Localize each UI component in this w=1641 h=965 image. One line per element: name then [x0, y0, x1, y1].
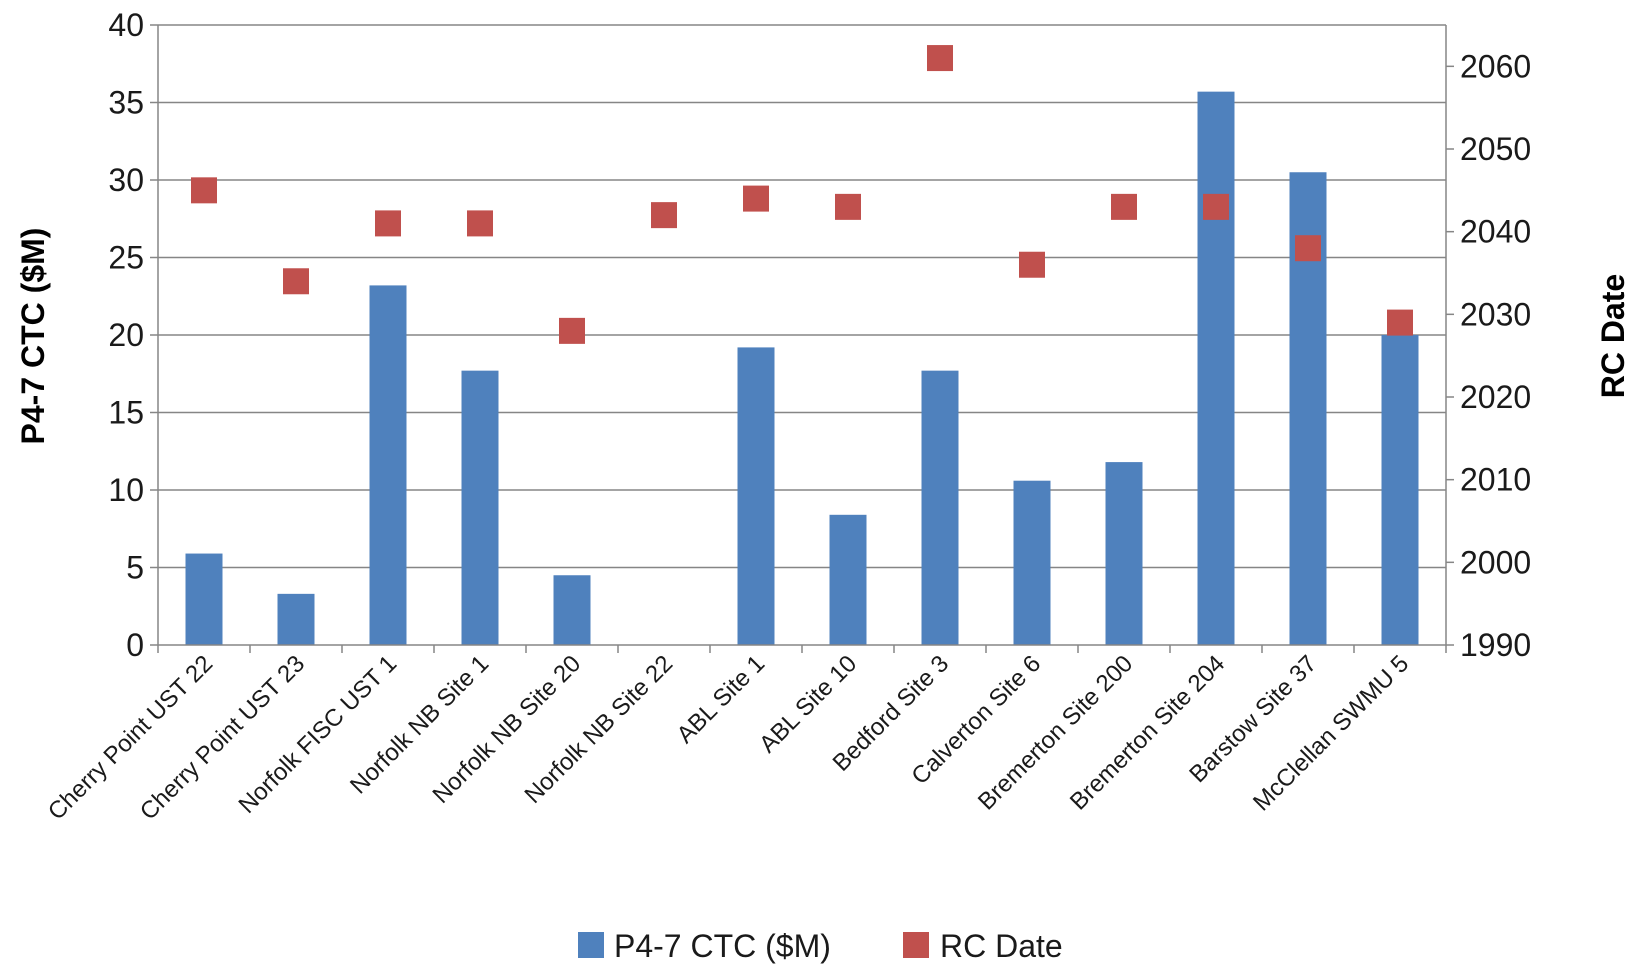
axes	[157, 25, 1447, 653]
left-tick-label: 30	[108, 162, 144, 198]
right-tick-label: 2060	[1460, 48, 1531, 84]
category-label: Cherry Point UST 22	[43, 650, 218, 825]
left-tick-label: 5	[126, 550, 144, 586]
bar	[1013, 480, 1051, 645]
right-tick-label: 2030	[1460, 296, 1531, 332]
point	[835, 193, 861, 220]
right-tick-label: 2010	[1460, 462, 1531, 498]
left-tick-label: 15	[108, 395, 144, 431]
point	[467, 210, 493, 237]
bar	[277, 593, 315, 645]
left-tick-label: 0	[126, 627, 144, 663]
point	[1019, 251, 1045, 278]
legend-label-rc-date: RC Date	[940, 928, 1063, 964]
category-label: Bremerton Site 200	[973, 650, 1138, 815]
bar	[369, 285, 407, 645]
point	[191, 177, 217, 204]
right-tick-label: 2040	[1460, 214, 1531, 250]
right-tick-label: 2050	[1460, 131, 1531, 167]
left-tick-label: 10	[108, 472, 144, 508]
point	[1203, 193, 1229, 220]
bar	[1381, 335, 1419, 645]
category-label: McClellan SWMU 5	[1248, 650, 1414, 816]
bar-series	[185, 91, 1419, 645]
point	[743, 185, 769, 212]
left-tick-label: 20	[108, 317, 144, 353]
bar	[737, 347, 775, 645]
bar	[185, 553, 223, 645]
bar	[1197, 91, 1235, 645]
legend-swatch-ctc	[578, 932, 604, 958]
category-label: Norfolk FISC UST 1	[234, 650, 403, 819]
point	[927, 45, 953, 72]
gridlines	[158, 24, 1446, 569]
category-label: Cherry Point UST 23	[135, 650, 310, 825]
scatter-series	[191, 45, 1413, 344]
right-tick-label: 2020	[1460, 379, 1531, 415]
point	[1387, 309, 1413, 336]
point	[559, 317, 585, 344]
point	[651, 202, 677, 229]
bar	[553, 575, 591, 645]
category-label: ABL Site 1	[672, 650, 771, 749]
bar	[829, 514, 867, 645]
category-label: Bremerton Site 204	[1065, 650, 1230, 815]
legend: P4-7 CTC ($M) RC Date	[578, 928, 1063, 964]
right-axis-title: RC Date	[1595, 274, 1631, 398]
left-tick-label: 25	[108, 240, 144, 276]
point	[1111, 193, 1137, 220]
right-tick-label: 1990	[1460, 627, 1531, 663]
legend-swatch-rc-date	[903, 932, 929, 958]
left-tick-label: 35	[108, 85, 144, 121]
point	[283, 268, 309, 295]
left-tick-label: 40	[108, 7, 144, 43]
point	[1295, 235, 1321, 262]
point	[375, 210, 401, 237]
bar	[461, 370, 499, 645]
legend-label-ctc: P4-7 CTC ($M)	[614, 928, 831, 964]
right-axis-ticks: 1990 2000 2010 2020 2030 2040 2050 2060	[1446, 48, 1531, 663]
left-axis-title: P4-7 CTC ($M)	[15, 228, 51, 445]
bar	[921, 370, 959, 645]
right-tick-label: 2000	[1460, 544, 1531, 580]
bar	[1105, 462, 1143, 645]
left-axis-ticks: 0 5 10 15 20 25 30 35 40	[108, 7, 158, 663]
